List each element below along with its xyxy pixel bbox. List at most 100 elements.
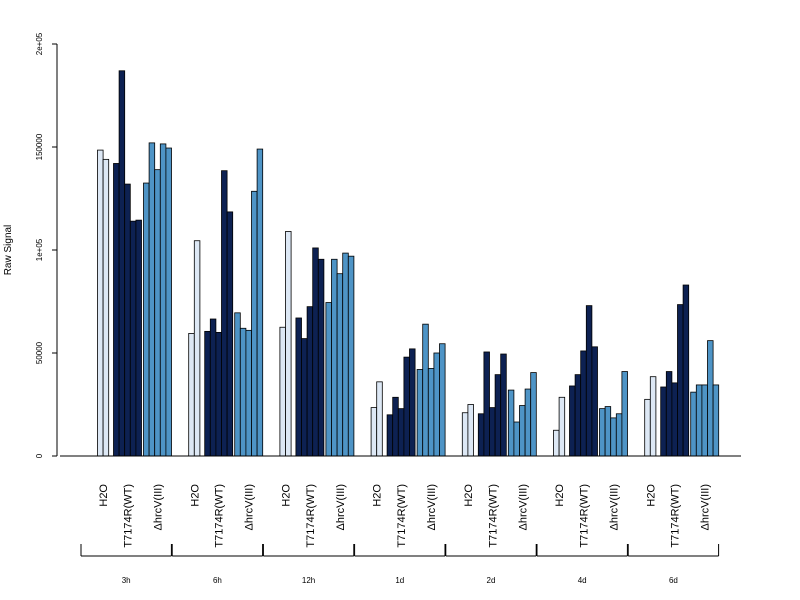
bar xyxy=(500,353,507,457)
timepoint-label: 3h xyxy=(122,576,131,585)
treatment-label: T7174R(WT) xyxy=(396,484,408,548)
bar xyxy=(677,304,684,457)
treatment-label: ΔhrcV(III) xyxy=(335,484,347,530)
bar xyxy=(370,407,378,457)
treatment-label: H2O xyxy=(281,484,293,507)
bar xyxy=(113,163,120,457)
treatment-label: H2O xyxy=(189,484,201,507)
bar xyxy=(102,158,110,457)
bar xyxy=(409,348,416,457)
treatment-label: T7174R(WT) xyxy=(579,484,591,548)
bar xyxy=(251,190,258,457)
bar xyxy=(234,312,241,457)
timepoint-group-1d xyxy=(370,323,446,457)
y-tick-label: 0 xyxy=(35,453,44,458)
bar xyxy=(154,169,161,457)
y-tick-label: 2e+05 xyxy=(35,32,44,55)
treatment-label: ΔhrcV(III) xyxy=(153,484,165,530)
y-axis-label: Raw Signal xyxy=(3,225,14,276)
timepoint-label: 12h xyxy=(302,576,315,585)
bar xyxy=(574,374,582,457)
treatment-label: T7174R(WT) xyxy=(214,484,226,548)
timepoint-label: 2d xyxy=(487,576,496,585)
bar xyxy=(204,330,211,457)
timepoint-label: 6h xyxy=(213,576,222,585)
bar xyxy=(519,405,526,457)
bar xyxy=(342,252,349,457)
treatment-label: ΔhrcV(III) xyxy=(244,484,256,530)
treatment-label: ΔhrcV(III) xyxy=(609,484,621,530)
treatment-label: ΔhrcV(III) xyxy=(426,484,438,530)
bar xyxy=(644,398,651,457)
bar xyxy=(397,408,405,457)
treatment-label: ΔhrcV(III) xyxy=(700,484,712,530)
bar xyxy=(690,391,697,457)
treatment-label: T7174R(WT) xyxy=(123,484,135,548)
bar xyxy=(671,382,678,457)
bar xyxy=(245,329,252,457)
bar xyxy=(336,273,344,457)
bar xyxy=(188,333,195,457)
bar xyxy=(392,396,399,457)
bar xyxy=(143,182,150,457)
bar xyxy=(585,305,593,457)
bar xyxy=(660,386,667,457)
bar xyxy=(279,326,286,457)
bar xyxy=(507,389,515,457)
treatment-label: H2O xyxy=(98,484,110,507)
y-axis: 0 50000 1e+05 150000 2e+05 xyxy=(35,32,58,458)
bar xyxy=(712,384,720,457)
treatment-label: T7174R(WT) xyxy=(305,484,317,548)
treatment-label: H2O xyxy=(554,484,566,507)
timepoint-axis: 3h 6h 12h 1d 2d 4d 6d xyxy=(80,544,720,585)
bar xyxy=(159,143,167,457)
bar xyxy=(621,371,628,457)
bar xyxy=(569,385,576,457)
timepoint-label: 1d xyxy=(395,576,404,585)
bar xyxy=(427,368,435,457)
treatment-label: H2O xyxy=(463,484,475,507)
bar xyxy=(695,384,703,457)
bar xyxy=(301,338,308,457)
bar xyxy=(439,343,446,457)
bar xyxy=(610,417,617,457)
bar xyxy=(665,371,673,457)
bar xyxy=(649,376,657,457)
bar xyxy=(325,302,332,457)
bar xyxy=(209,318,217,457)
timepoint-label: 6d xyxy=(669,576,678,585)
bar xyxy=(604,406,612,457)
bar xyxy=(306,306,314,457)
bar xyxy=(530,372,537,457)
bar xyxy=(701,384,708,457)
bar xyxy=(386,414,394,457)
bar xyxy=(239,327,247,457)
bar xyxy=(682,284,690,457)
treatment-label: H2O xyxy=(372,484,384,507)
timepoint-group-12h xyxy=(279,231,355,457)
bar xyxy=(513,421,520,457)
treatment-label: H2O xyxy=(645,484,657,507)
timepoint-group-4d xyxy=(553,305,628,457)
bar xyxy=(312,247,319,457)
bar xyxy=(331,258,338,457)
bar xyxy=(124,183,131,457)
y-tick-label: 150000 xyxy=(35,133,44,160)
bar xyxy=(483,351,490,457)
bar xyxy=(580,350,587,457)
y-tick-label: 1e+05 xyxy=(35,238,44,261)
timepoint-group-3h xyxy=(97,70,172,457)
timepoint-label: 4d xyxy=(578,576,587,585)
bar xyxy=(467,404,474,457)
bar xyxy=(422,323,429,457)
bar xyxy=(591,346,598,457)
bar xyxy=(215,331,222,457)
bar xyxy=(489,407,496,457)
bar xyxy=(707,340,714,457)
bar xyxy=(226,211,234,457)
bar xyxy=(615,413,623,457)
bar xyxy=(165,147,172,457)
bar xyxy=(558,396,566,457)
bar xyxy=(193,240,201,457)
